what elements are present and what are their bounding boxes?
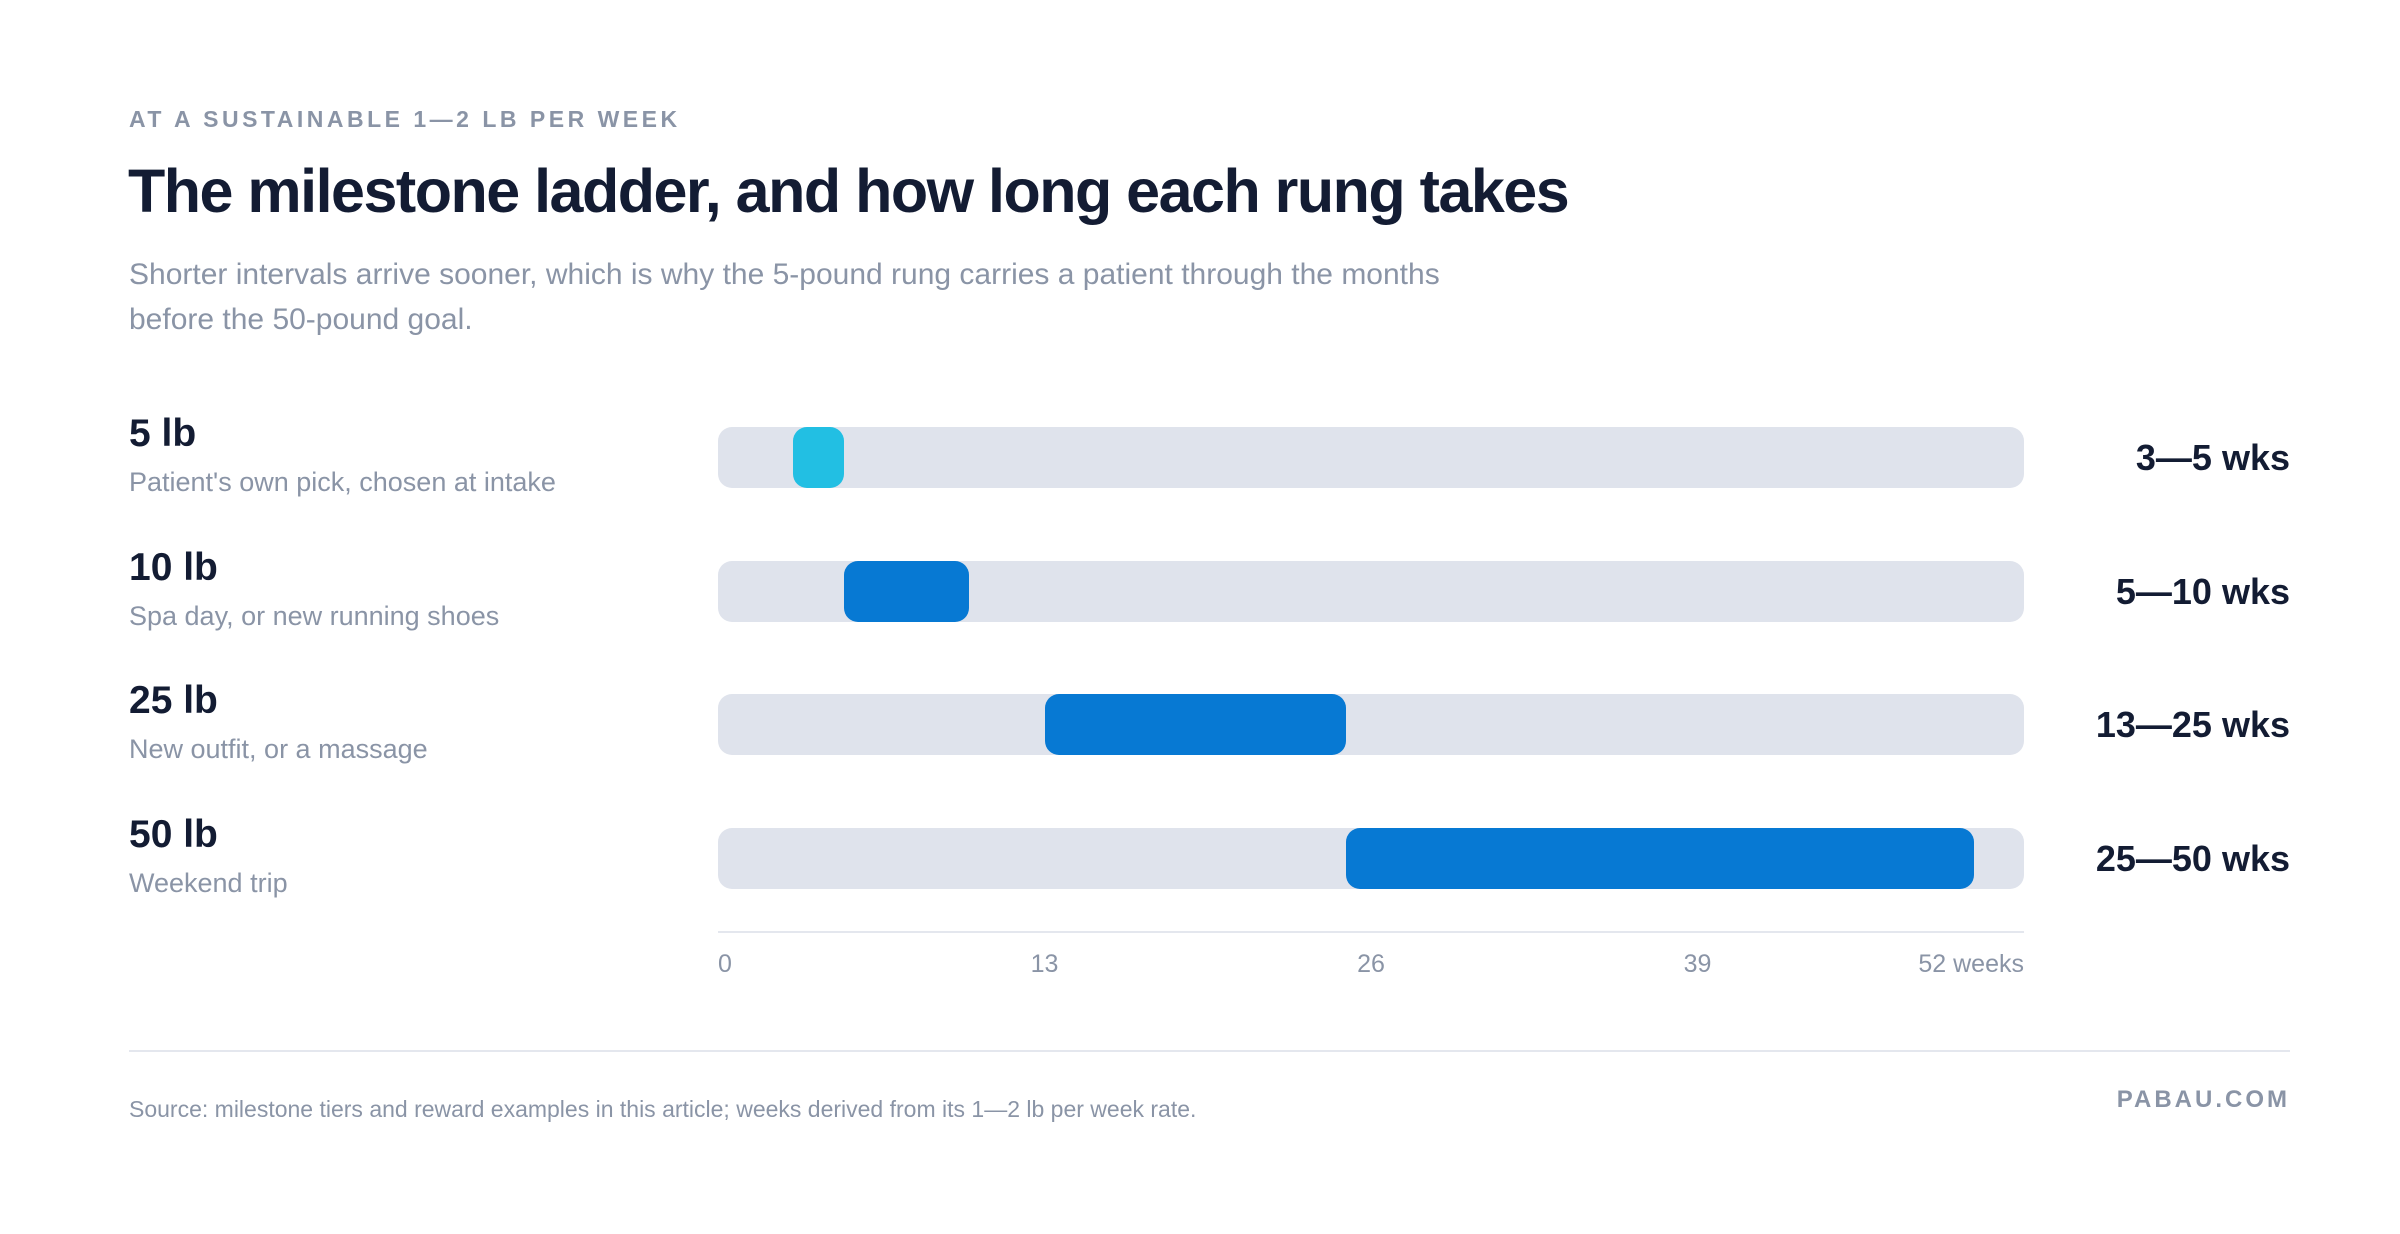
x-tick-label: 0 xyxy=(718,950,732,978)
row-label: 10 lb Spa day, or new running shoes xyxy=(129,544,499,636)
x-tick-label: 13 xyxy=(1030,950,1059,978)
x-axis-line xyxy=(718,931,2024,933)
milestone-reward: Patient's own pick, chosen at intake xyxy=(129,467,556,497)
x-tick-label: 39 xyxy=(1683,950,1712,978)
row-label: 50 lb Weekend trip xyxy=(129,811,288,903)
milestone-weight: 25 lb xyxy=(129,679,218,722)
bar-track xyxy=(718,561,2024,622)
brand-mark: PABAU.COM xyxy=(2116,1086,2290,1113)
milestone-reward: Weekend trip xyxy=(129,868,288,898)
x-tick-label: 26 xyxy=(1357,950,1385,978)
range-bar xyxy=(843,561,970,622)
milestone-weight: 10 lb xyxy=(129,546,218,589)
chart-title: The milestone ladder, and how long each … xyxy=(128,157,1570,225)
range-label: 13—25 wks xyxy=(2095,704,2290,745)
source-note: Source: milestone tiers and reward examp… xyxy=(129,1096,1197,1122)
range-label: 3—5 wks xyxy=(2135,437,2290,478)
chart-subtitle: Shorter intervals arrive sooner, which i… xyxy=(129,258,1440,336)
milestone-reward: New outfit, or a massage xyxy=(129,734,428,764)
range-bar xyxy=(1345,828,1974,889)
range-label: 25—50 wks xyxy=(2095,838,2290,879)
footer-divider xyxy=(129,1050,2290,1052)
range-bar xyxy=(793,427,844,488)
bar-track xyxy=(718,427,2024,488)
range-bar xyxy=(1044,694,1346,755)
x-tick-label: 52 weeks xyxy=(1918,950,2024,978)
bar-track xyxy=(718,828,2024,889)
row-label: 5 lb Patient's own pick, chosen at intake xyxy=(129,410,556,502)
bar-track xyxy=(718,694,2024,755)
range-label: 5—10 wks xyxy=(2115,571,2290,612)
milestone-weight: 5 lb xyxy=(129,412,197,455)
milestone-weight: 50 lb xyxy=(129,813,218,856)
row-label: 25 lb New outfit, or a massage xyxy=(129,677,428,769)
milestone-reward: Spa day, or new running shoes xyxy=(129,601,500,631)
chart-eyebrow: AT A SUSTAINABLE 1—2 LB PER WEEK xyxy=(129,106,681,132)
